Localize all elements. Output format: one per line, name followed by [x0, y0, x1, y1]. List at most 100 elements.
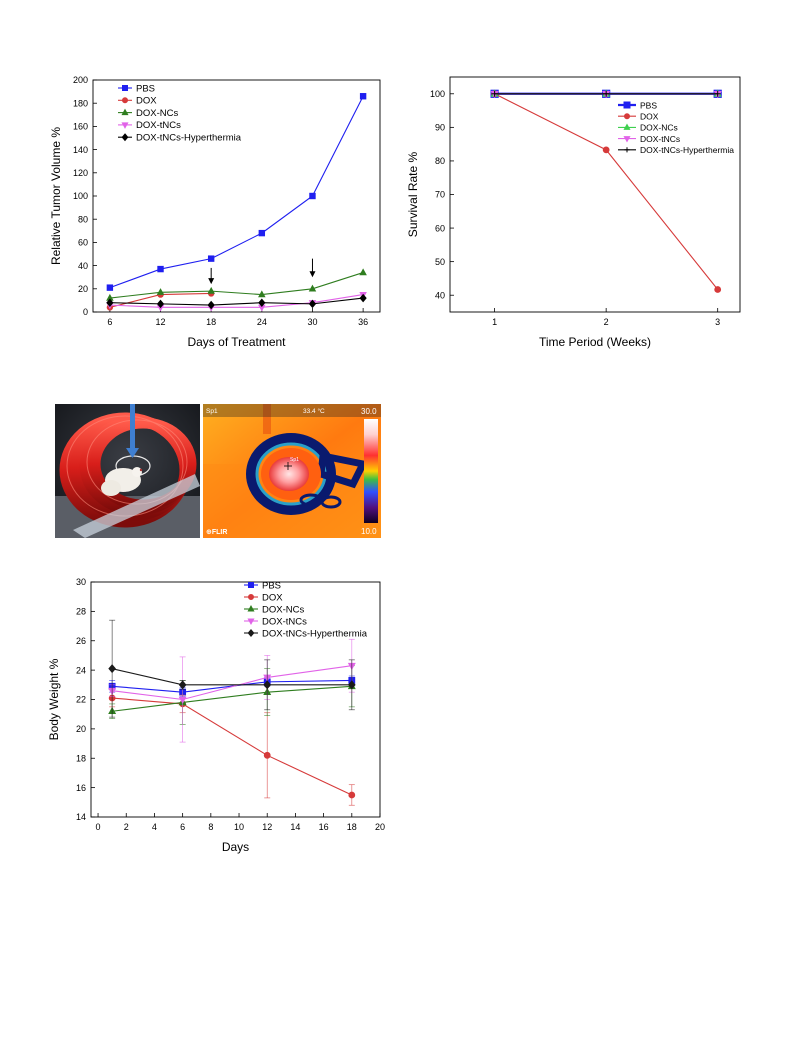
y-tick-label: 80 [78, 214, 88, 224]
legend-label: DOX [262, 592, 283, 603]
legend-item: DOX-tNCs [118, 120, 181, 131]
data-point [207, 300, 215, 310]
y-tick-label: 100 [430, 89, 445, 99]
legend-label: DOX-tNCs-Hyperthermia [136, 133, 242, 144]
y-tick-label: 90 [435, 123, 445, 133]
legend-item: DOX-tNCs [244, 616, 307, 627]
flir-brand-text: FLIR [212, 529, 228, 536]
legend-label: PBS [136, 83, 155, 94]
legend-label: DOX [640, 112, 659, 122]
data-point [106, 298, 114, 307]
y-axis-label: Body Weight % [47, 658, 61, 740]
data-point [263, 680, 272, 690]
data-point [258, 229, 266, 237]
y-tick-label: 20 [78, 284, 88, 294]
mouse-coil-picture [55, 404, 200, 538]
legend-marker [247, 629, 255, 637]
x-tick-label: 18 [206, 317, 216, 327]
y-tick-label: 40 [78, 261, 88, 271]
legend-item: DOX-tNCs [618, 134, 680, 144]
legend-marker [122, 85, 129, 92]
y-tick-label: 28 [76, 607, 86, 617]
legend-item: DOX-tNCs-Hyperthermia [618, 145, 734, 155]
y-tick-label: 80 [435, 156, 445, 166]
legend-marker [121, 108, 129, 116]
data-point [156, 299, 165, 309]
survival-rate-chart: 40 50 60 70 80 90 100 1 2 3 Time Period (Weeks) Sur… [406, 76, 741, 349]
legend-marker [121, 133, 129, 142]
y-tick-label: 100 [73, 191, 88, 201]
x-axis-label: Time Period (Weeks) [539, 335, 651, 349]
treatment-arrow [208, 267, 215, 285]
data-point [714, 90, 721, 97]
data-point [714, 286, 722, 293]
data-point [263, 751, 271, 759]
data-point [207, 286, 215, 294]
flir-logo: ⊕FLIR [206, 529, 227, 536]
x-axis-label: Days of Treatment [187, 335, 286, 349]
legend-marker [623, 136, 631, 143]
y-tick-label: 24 [76, 665, 86, 675]
y-tick-label: 70 [435, 190, 445, 200]
thermal-spot-label: Sp1 [206, 408, 218, 415]
y-tick-label: 60 [78, 238, 88, 248]
legend-item: DOX [244, 592, 283, 603]
legend-label: DOX-tNCs [136, 120, 181, 131]
y-tick-label: 160 [73, 122, 88, 132]
y-tick-label: 180 [73, 98, 88, 108]
y-tick-label: 26 [76, 636, 86, 646]
x-tick-label: 24 [257, 317, 267, 327]
legend-label: DOX [136, 96, 157, 107]
legend-item: PBS [244, 580, 281, 591]
data-point [258, 298, 266, 307]
x-tick-label: 14 [290, 822, 300, 832]
thermal-scale-min: 10.0 [361, 527, 377, 536]
series-dox-ncs [106, 268, 367, 301]
series-line [112, 697, 353, 796]
data-point [207, 255, 215, 262]
legend-item: DOX-NCs [618, 123, 678, 133]
arrow-head [309, 271, 316, 278]
data-point [106, 284, 114, 291]
tumor-volume-chart: 0 20 40 60 80 100 120 140 160 180 200 6 12 18 24 30 36 Da… [49, 75, 381, 349]
series-dox-tncs [106, 291, 367, 312]
series-line [112, 668, 352, 686]
legend-label: PBS [640, 100, 657, 110]
y-tick-label: 200 [73, 75, 88, 85]
legend-item: DOX-tNCs-Hyperthermia [244, 628, 368, 639]
y-tick-label: 50 [435, 257, 445, 267]
legend-marker [623, 101, 631, 109]
legend-label: DOX-tNCs [640, 134, 680, 144]
y-tick-label: 18 [76, 753, 86, 763]
x-tick-label: 3 [715, 317, 720, 327]
treatment-arrow [309, 258, 316, 278]
thermal-color-scale [364, 419, 378, 523]
data-point [178, 696, 187, 704]
legend-marker [247, 594, 254, 601]
y-tick-label: 40 [435, 290, 445, 300]
legend-label: DOX-tNCs-Hyperthermia [262, 628, 368, 639]
data-point [308, 299, 317, 309]
y-tick-label: 30 [76, 577, 86, 587]
y-tick-label: 22 [76, 695, 86, 705]
series-pbs [106, 93, 367, 291]
series-line [112, 665, 352, 701]
data-point [347, 680, 356, 690]
y-tick-label: 16 [76, 783, 86, 793]
data-point [348, 791, 356, 799]
data-point [359, 93, 367, 100]
legend-item: PBS [118, 83, 155, 94]
legend-item: DOX-NCs [244, 604, 304, 615]
legend-item: DOX-tNCs-Hyperthermia [118, 133, 242, 144]
data-point [603, 90, 610, 97]
series-line [494, 93, 719, 290]
legend-marker [623, 123, 631, 130]
series-dox-tncs-hyperthermia [108, 619, 356, 718]
series-line [112, 679, 352, 693]
legend-marker [624, 113, 631, 120]
thermal-spot-tag: Sp1 [290, 457, 299, 463]
legend-marker [247, 618, 255, 625]
legend-marker [121, 122, 129, 129]
